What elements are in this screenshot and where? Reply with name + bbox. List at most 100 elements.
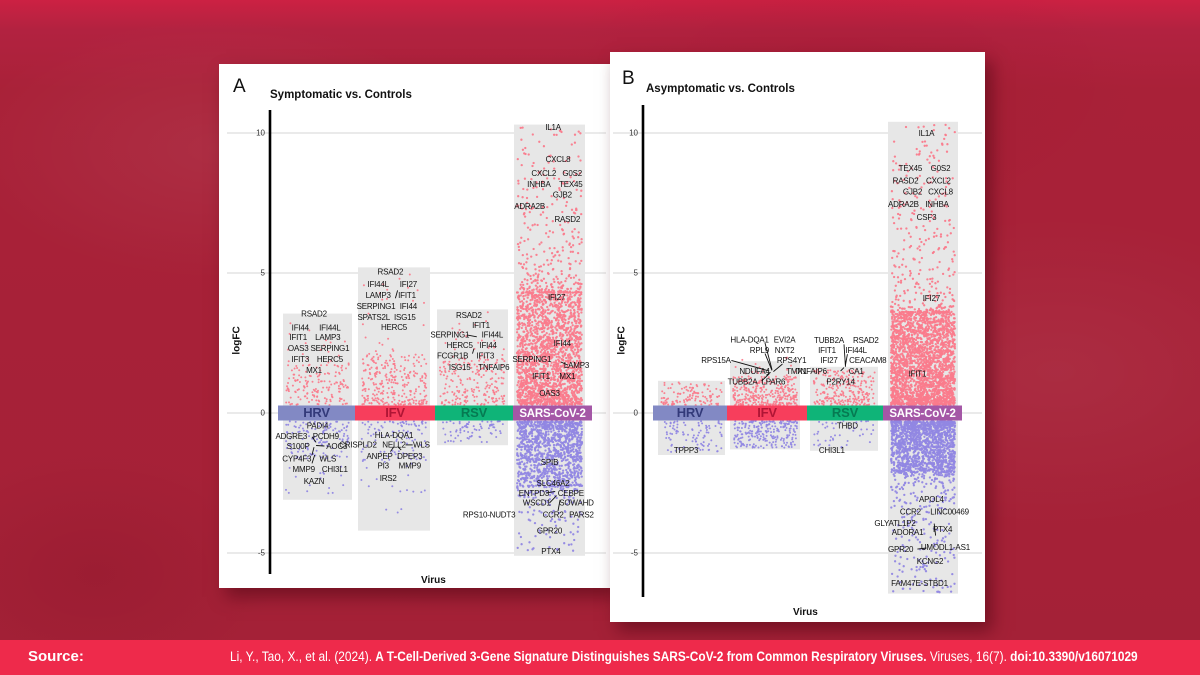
gene-label: RASD2 xyxy=(893,176,919,185)
virus-band: HRV IFV RSV SARS-CoV-2 xyxy=(278,405,592,421)
svg-text:-5: -5 xyxy=(258,549,266,558)
gene-label: HLA-DQA1 xyxy=(730,335,769,344)
gene-label: G0S2 xyxy=(562,169,582,178)
gene-label: ISG15 xyxy=(394,313,416,322)
gene-label: IFIT3 xyxy=(291,355,309,364)
gene-label: IFI44L xyxy=(845,346,867,355)
gene-label: IFI44L xyxy=(482,331,504,340)
gene-label: IFI44L xyxy=(367,280,389,289)
gene-label: ADORA1 xyxy=(892,528,924,537)
gene-label: RPL9 xyxy=(750,346,770,355)
panel-b-xlabel: Virus xyxy=(793,607,818,618)
gene-label: OAS3 xyxy=(539,389,560,398)
gene-label: RPS4Y1 xyxy=(777,356,807,365)
gene-label: MMP9 xyxy=(399,462,422,471)
gene-label: RSAD2 xyxy=(853,336,879,345)
gene-label: SERPING1 xyxy=(512,355,552,364)
citation-text: Li, Y., Tao, X., et al. (2024). A T-Cell… xyxy=(230,649,1154,664)
gene-label: RSAD2 xyxy=(301,309,327,318)
gene-label: WSCD1 xyxy=(523,499,552,508)
gene-label: PI3 xyxy=(377,462,389,471)
gene-label: CCR2 xyxy=(543,511,565,520)
gene-label: IFI27 xyxy=(923,294,941,303)
gene-label: NELL2 xyxy=(382,441,406,450)
gene-label: GJB2 xyxy=(903,188,923,197)
y-axis-ticks: 10 5 0 -5 xyxy=(629,129,638,558)
gene-label: IFIT1 xyxy=(289,333,307,342)
citation-title: A T-Cell-Derived 3-Gene Signature Distin… xyxy=(375,649,927,664)
gene-label: CEBPE xyxy=(558,489,584,498)
citation-journal: Viruses, 16(7). xyxy=(926,649,1011,664)
svg-text:0: 0 xyxy=(634,409,639,418)
scatter-points xyxy=(660,123,957,594)
panel-b-card: B Asymptomatic vs. Controls logFC Virus … xyxy=(610,52,985,622)
gene-label: TEX45 xyxy=(559,180,583,189)
gene-label: RSAD2 xyxy=(378,267,404,276)
gene-label: IRS2 xyxy=(380,474,398,483)
gene-label: APOL4 xyxy=(919,495,945,504)
citation-authors: Li, Y., Tao, X., et al. (2024). xyxy=(230,649,376,664)
gene-label: SERPING1 xyxy=(430,331,470,340)
gene-label: KAZN xyxy=(304,477,325,486)
gene-label: HERC5 xyxy=(447,341,474,350)
gene-label: KCNG2 xyxy=(917,557,944,566)
gene-label: ANPEP xyxy=(367,452,393,461)
gene-label: GPR20 xyxy=(537,527,563,536)
scatter-points xyxy=(285,126,584,552)
svg-text:-5: -5 xyxy=(631,549,639,558)
gene-label: LAMP3 xyxy=(315,333,341,342)
gene-label: IFI44 xyxy=(292,323,310,332)
gene-label: SPIB xyxy=(541,458,558,467)
gene-label: CXCL2 xyxy=(531,169,557,178)
gene-label: THBD xyxy=(837,421,858,430)
gene-label: MX1 xyxy=(559,372,576,381)
gene-label: EVI2A xyxy=(774,335,797,344)
virus-band: HRV IFV RSV SARS-CoV-2 xyxy=(653,405,962,421)
gene-label: CEACAM8 xyxy=(849,356,887,365)
gene-label: RPS10-NUDT3 xyxy=(463,511,516,520)
virus-band-label: IFV xyxy=(757,405,777,420)
gene-label: TUBB2A xyxy=(728,377,759,386)
gene-label: CSF3 xyxy=(917,213,937,222)
gene-label: FAM47E-STBD1 xyxy=(891,579,948,588)
gene-label: MX1 xyxy=(306,366,323,375)
svg-text:10: 10 xyxy=(256,129,265,138)
gene-label: INHBA xyxy=(527,180,551,189)
gene-label: IFIT1 xyxy=(398,291,416,300)
svg-text:10: 10 xyxy=(629,129,638,138)
gene-label: PTX4 xyxy=(933,525,953,534)
gene-label: OAS3 xyxy=(288,344,309,353)
gene-label: G0S2 xyxy=(931,164,951,173)
y-axis-ticks: 10 5 0 -5 xyxy=(256,129,265,558)
panel-a-xlabel: Virus xyxy=(421,575,446,586)
gene-label: GPR20 xyxy=(888,545,914,554)
gene-label: PADI4 xyxy=(307,422,329,431)
gene-label: P2RY14 xyxy=(826,377,855,386)
gene-label: DPEP3 xyxy=(397,452,423,461)
gene-label: SERPING1 xyxy=(357,302,397,311)
gene-label: ENTPD3 xyxy=(519,489,550,498)
gene-label: LAMP3 xyxy=(564,361,590,370)
gene-label: TPPP3 xyxy=(674,446,699,455)
gene-label: FCGR1B xyxy=(437,352,468,361)
gene-label: GLYATL1P2 xyxy=(874,519,916,528)
label-connectors xyxy=(311,290,569,512)
gene-label: IFI44 xyxy=(554,339,572,348)
gene-label: CRISPLD2 xyxy=(339,441,377,450)
gene-label: SPATS2L xyxy=(358,313,391,322)
gene-label: ADGRE3 xyxy=(275,432,307,441)
panel-b-letter: B xyxy=(622,68,635,89)
gene-label: IFI44L xyxy=(319,323,341,332)
gene-label: SERPING1 xyxy=(310,344,350,353)
gene-label: IFI44 xyxy=(400,302,418,311)
gene-label: RPS15A xyxy=(701,356,731,365)
gene-label: IL1A xyxy=(545,123,562,132)
gene-label: PTX4 xyxy=(541,547,561,556)
gene-label: WLS xyxy=(413,441,430,450)
gene-label: UMODL1-AS1 xyxy=(921,543,971,552)
gene-label: WLS xyxy=(319,455,336,464)
svg-text:5: 5 xyxy=(634,269,639,278)
panel-b-plot: 10 5 0 -5 HRV IFV RSV SARS-CoV-2 TPPP3 HLA-DQA1 EV… xyxy=(613,105,982,597)
